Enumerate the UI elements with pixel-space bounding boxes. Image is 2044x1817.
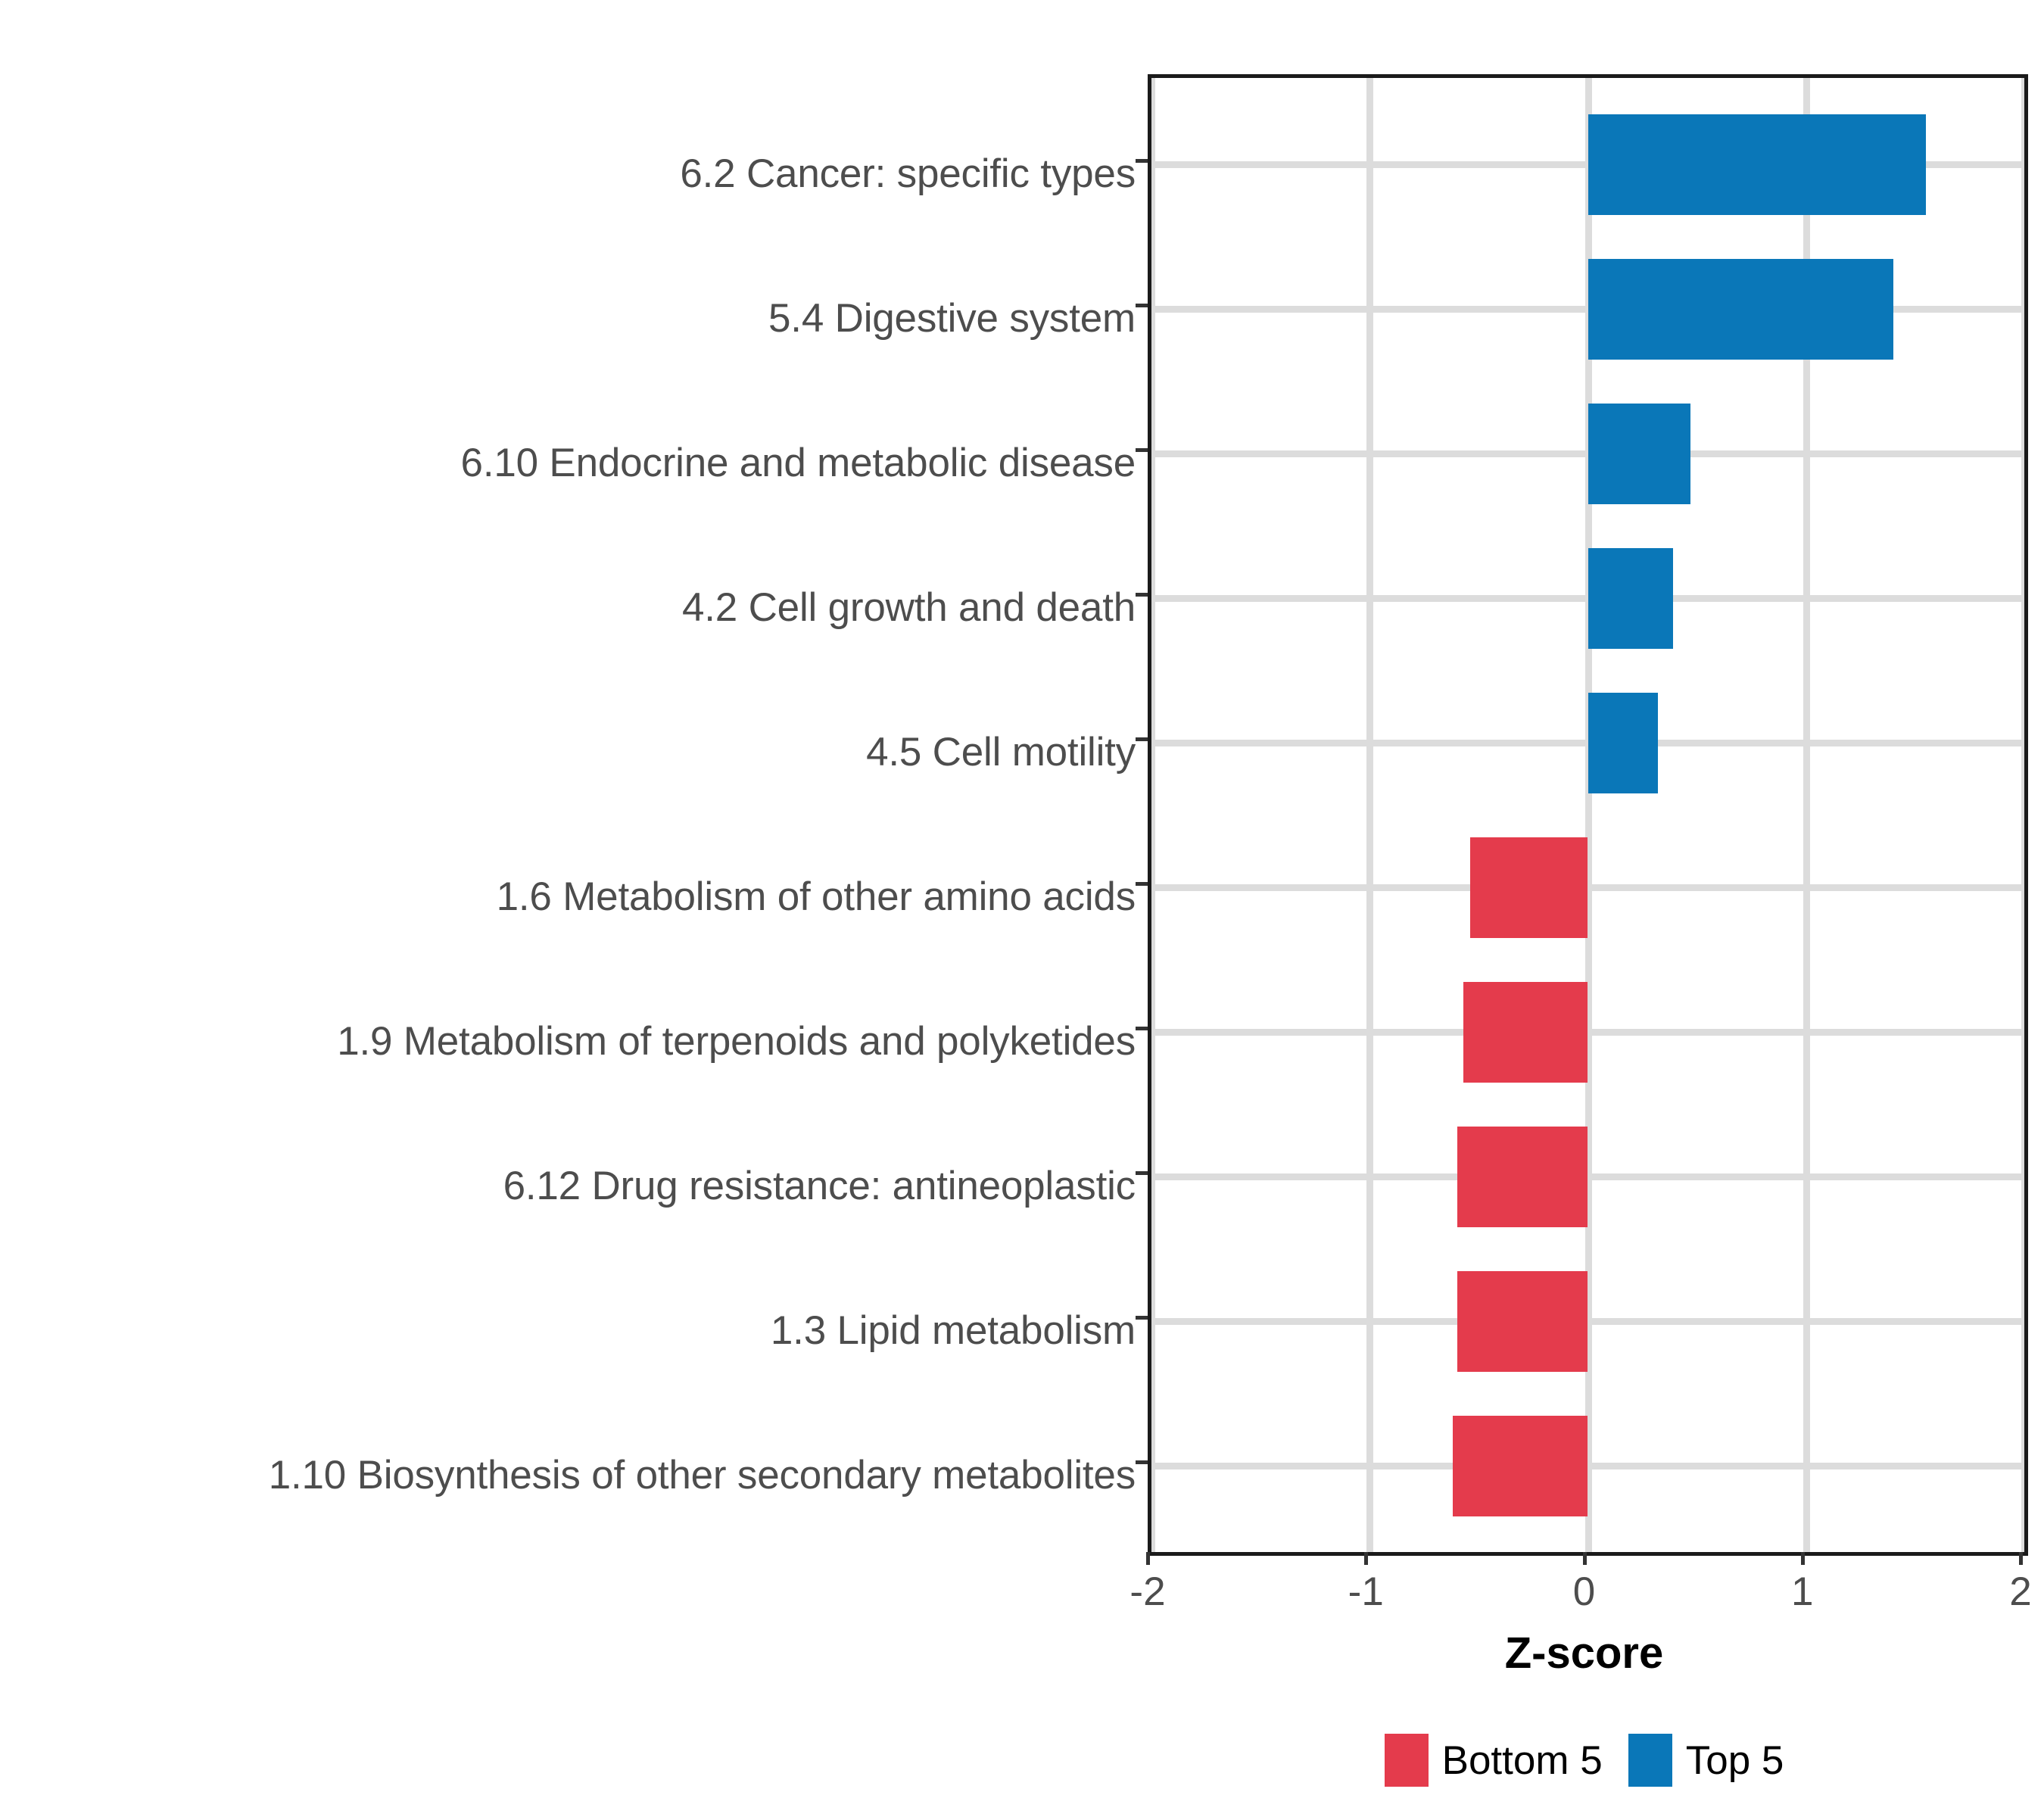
horizontal-gridline xyxy=(1151,1318,2024,1325)
legend-color-swatch xyxy=(1628,1734,1672,1787)
legend-item[interactable]: Bottom 5 xyxy=(1384,1734,1603,1787)
horizontal-gridline xyxy=(1151,1463,2024,1469)
vertical-gridline xyxy=(1366,78,1374,1552)
plot-area xyxy=(1151,78,2024,1552)
x-axis-title: Z-score xyxy=(1504,1628,1664,1678)
y-axis-category-labels: 6.2 Cancer: specific types 5.4 Digestive … xyxy=(0,74,1148,1548)
bar xyxy=(1588,547,1673,649)
horizontal-gridline xyxy=(1151,884,2024,891)
bar xyxy=(1469,837,1588,938)
legend-label: Top 5 xyxy=(1685,1738,1784,1783)
plot-panel xyxy=(1148,74,2028,1556)
y-axis-tick-mark xyxy=(1136,737,1148,741)
horizontal-gridline xyxy=(1151,1029,2024,1036)
vertical-gridline xyxy=(1803,78,1810,1552)
x-axis-tick-label: -2 xyxy=(1129,1569,1166,1614)
y-axis-tick-mark xyxy=(1136,1316,1148,1320)
bar xyxy=(1588,114,1927,215)
legend-color-swatch xyxy=(1384,1734,1429,1787)
bar xyxy=(1588,692,1658,793)
vertical-gridline xyxy=(1584,78,1592,1552)
horizontal-gridline xyxy=(1151,1173,2024,1180)
bar xyxy=(1588,258,1894,360)
y-axis-tick-mark xyxy=(1136,593,1148,597)
bar xyxy=(1463,981,1588,1083)
bar xyxy=(1452,1415,1588,1516)
chart-legend: Bottom 5 Top 5 xyxy=(1148,1726,2021,1794)
x-axis-tick-mark xyxy=(1800,1552,1805,1565)
y-axis-tick-mark xyxy=(1136,1171,1148,1175)
x-axis-ticks: -2 -1 0 1 2 xyxy=(1129,1552,2032,1643)
x-axis-tick-label: 2 xyxy=(2009,1569,2032,1614)
y-axis-tick-mark xyxy=(1136,159,1148,163)
vertical-gridline xyxy=(1151,78,1155,1552)
bar xyxy=(1457,1126,1588,1227)
y-axis-tick-mark xyxy=(1136,882,1148,886)
x-axis-tick-label: 0 xyxy=(1572,1569,1596,1614)
x-axis-tick-mark xyxy=(1146,1552,1150,1565)
vertical-gridline xyxy=(2021,78,2024,1552)
bar xyxy=(1457,1270,1588,1372)
x-axis-tick-label: 1 xyxy=(1791,1569,1814,1614)
legend-label: Bottom 5 xyxy=(1441,1738,1603,1783)
y-axis-tick-mark xyxy=(1136,1460,1148,1464)
legend-item[interactable]: Top 5 xyxy=(1628,1734,1784,1787)
x-axis-tick-mark xyxy=(1364,1552,1369,1565)
bar xyxy=(1588,403,1690,504)
x-axis-tick-label: -1 xyxy=(1348,1569,1384,1614)
x-axis-tick-mark xyxy=(2019,1552,2023,1565)
y-axis-tick-mark xyxy=(1136,304,1148,307)
y-axis-tick-mark xyxy=(1136,1027,1148,1030)
x-axis-tick-mark xyxy=(1582,1552,1587,1565)
y-axis-tick-mark xyxy=(1136,448,1148,452)
